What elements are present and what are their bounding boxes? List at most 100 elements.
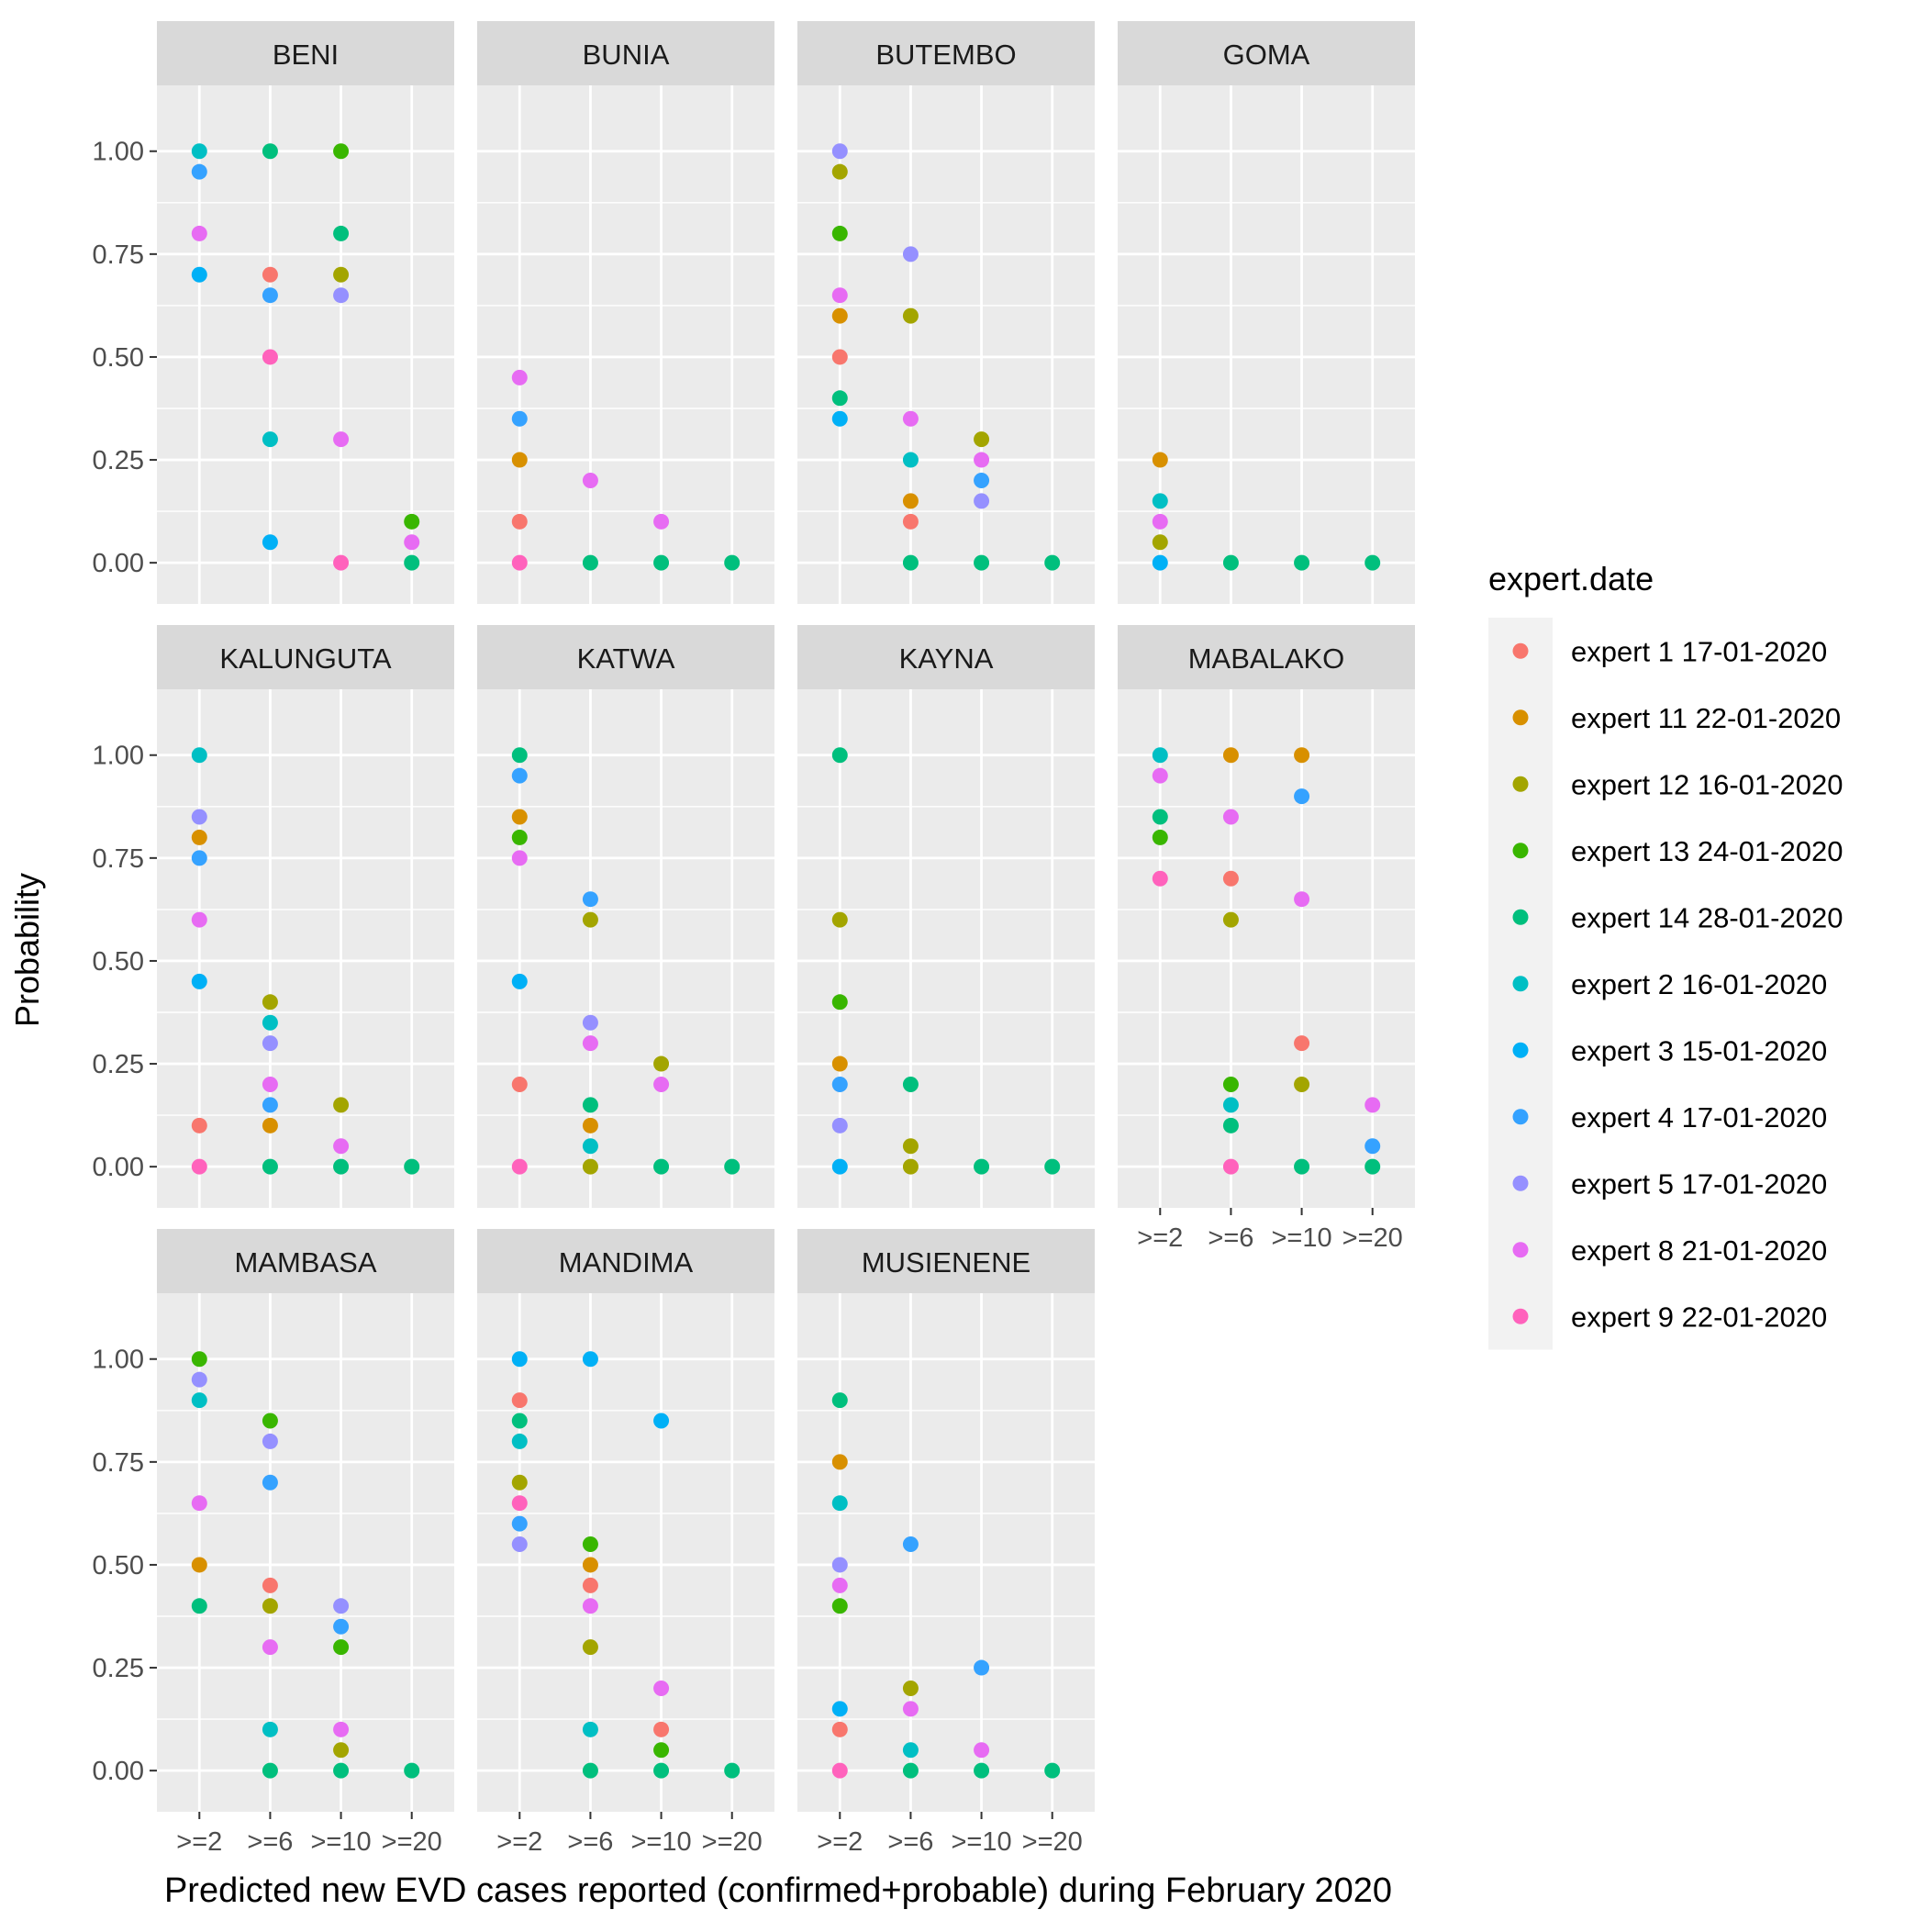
x-axis-tick-label: >=2 — [817, 1827, 863, 1857]
data-point — [262, 1035, 278, 1052]
data-point — [831, 1577, 848, 1593]
data-point — [511, 1474, 528, 1491]
data-point — [974, 452, 990, 468]
y-axis-tick-label: 0.25 — [93, 1654, 144, 1683]
data-point — [191, 225, 207, 241]
y-axis-tick-label: 0.50 — [93, 343, 144, 373]
data-point — [653, 1680, 670, 1696]
facet-strip-label: MAMBASA — [234, 1246, 376, 1279]
data-point — [831, 1598, 848, 1614]
data-point — [1222, 747, 1239, 764]
data-point — [1294, 1076, 1310, 1092]
data-point — [333, 1598, 350, 1614]
y-axis-title: Probability — [8, 873, 46, 1027]
facet-bunia: BUNIA — [477, 21, 774, 604]
data-point — [1044, 554, 1061, 571]
data-point — [582, 1557, 598, 1573]
data-point — [511, 369, 528, 385]
data-point — [511, 767, 528, 784]
data-point — [902, 1762, 919, 1779]
data-point — [511, 1158, 528, 1175]
data-point — [974, 472, 990, 488]
facet-strip — [797, 1229, 1095, 1293]
data-point — [831, 1762, 848, 1779]
data-point — [1222, 1158, 1239, 1175]
data-point — [511, 1392, 528, 1409]
data-point — [831, 747, 848, 764]
data-point — [333, 1138, 350, 1155]
data-point — [511, 513, 528, 530]
data-point — [1222, 809, 1239, 825]
facet-musienene: MUSIENENE >=2 >=6 >=10 >=20 — [797, 1229, 1095, 1857]
legend-key — [1512, 1042, 1529, 1058]
data-point — [333, 1742, 350, 1759]
x-axis-tick-label: >=2 — [176, 1827, 222, 1857]
data-point — [262, 266, 278, 283]
facet-strip — [477, 21, 774, 85]
facet-strip-label: KATWA — [577, 642, 675, 675]
data-point — [974, 431, 990, 448]
data-point — [511, 1515, 528, 1532]
x-axis-tick-label: >=10 — [1272, 1223, 1332, 1253]
data-point — [511, 1495, 528, 1512]
data-point — [1222, 1076, 1239, 1092]
data-point — [404, 513, 420, 530]
facet-panel-background — [797, 1293, 1095, 1812]
data-point — [653, 554, 670, 571]
data-point — [831, 349, 848, 365]
data-point — [902, 554, 919, 571]
facet-panel-background — [477, 689, 774, 1208]
y-axis-tick-label: 0.00 — [93, 1153, 144, 1182]
data-point — [191, 1371, 207, 1388]
data-point — [1222, 554, 1239, 571]
data-point — [831, 225, 848, 241]
legend-key — [1512, 1109, 1529, 1125]
y-axis-tick-label: 1.00 — [93, 1346, 144, 1375]
x-axis-tick-label: >=10 — [952, 1827, 1012, 1857]
facet-panel-background — [797, 85, 1095, 604]
data-point — [653, 1076, 670, 1092]
legend-label: expert 12 16-01-2020 — [1571, 768, 1843, 800]
facet-strip-label: BUTEMBO — [875, 39, 1016, 71]
legend-label: expert 14 28-01-2020 — [1571, 901, 1843, 933]
facet-kalunguta: KALUNGUTA 0.00 0.25 0.50 0.75 1.00 — [93, 625, 454, 1208]
data-point — [404, 1158, 420, 1175]
data-point — [1222, 1117, 1239, 1134]
data-point — [191, 266, 207, 283]
data-point — [262, 1076, 278, 1092]
data-point — [831, 1454, 848, 1470]
data-point — [333, 1097, 350, 1113]
data-point — [582, 1097, 598, 1113]
data-point — [724, 554, 741, 571]
data-point — [262, 534, 278, 551]
facet-butembo: BUTEMBO — [797, 21, 1095, 604]
x-axis-tick-label: >=20 — [1342, 1223, 1403, 1253]
x-axis-tick-label: >=2 — [1137, 1223, 1183, 1253]
legend-key — [1512, 709, 1529, 726]
data-point — [262, 1158, 278, 1175]
data-point — [511, 452, 528, 468]
facet-strip-label: BUNIA — [583, 39, 670, 71]
data-point — [902, 1138, 919, 1155]
y-axis-tick-label: 1.00 — [93, 742, 144, 771]
data-point — [191, 850, 207, 866]
data-point — [902, 513, 919, 530]
data-point — [1152, 513, 1168, 530]
data-point — [831, 287, 848, 304]
data-point — [333, 1639, 350, 1656]
data-point — [902, 410, 919, 427]
data-point — [1364, 554, 1381, 571]
facet-strip-label: MUSIENENE — [862, 1246, 1030, 1279]
facet-strip — [797, 21, 1095, 85]
data-point — [831, 1055, 848, 1072]
facet-strip — [477, 625, 774, 689]
legend-label: expert 8 21-01-2020 — [1571, 1234, 1827, 1267]
data-point — [333, 1762, 350, 1779]
data-point — [902, 1680, 919, 1696]
y-axis-tick-label: 0.00 — [93, 549, 144, 578]
data-point — [902, 1536, 919, 1553]
facet-panel-background — [157, 1293, 454, 1812]
legend-key — [1512, 1242, 1529, 1258]
facet-strip — [797, 625, 1095, 689]
